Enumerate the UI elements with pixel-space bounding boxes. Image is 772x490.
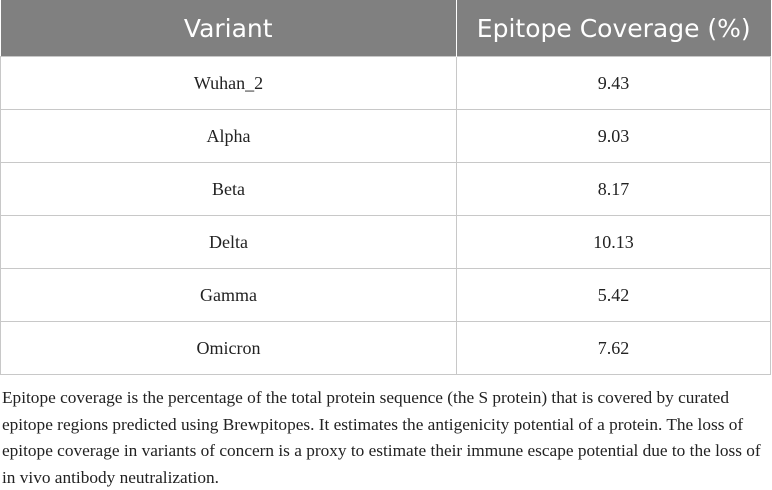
header-cell: Variant [0,0,457,57]
variant-cell: Wuhan_2 [0,56,457,110]
variant-cell: Delta [0,215,457,269]
table-row: Beta 8.17 [0,162,771,216]
table-row: Delta 10.13 [0,215,771,269]
table-row: Omicron 7.62 [0,321,771,375]
coverage-cell: 9.03 [456,109,771,163]
caption: Epitope coverage is the percentage of th… [2,388,761,487]
coverage-cell: 10.13 [456,215,771,269]
variant-cell: Beta [0,162,457,216]
coverage-cell: 9.43 [456,56,771,110]
data-table: Variant Epitope Coverage (%) Wuhan_2 9.43… [0,0,771,375]
coverage-cell: 7.62 [456,321,771,375]
variant-cell: Gamma [0,268,457,322]
header-cell: Epitope Coverage (%) [456,0,771,57]
table-row: Wuhan_2 9.43 [0,56,771,110]
coverage-cell: 5.42 [456,268,771,322]
variant-cell: Omicron [0,321,457,375]
coverage-cell: 8.17 [456,162,771,216]
table-body: Wuhan_2 9.43 Alpha 9.03 Beta 8.17 Delta 10.13 Ga… [0,56,771,375]
table-row: Gamma 5.42 [0,268,771,322]
table-row: Alpha 9.03 [0,109,771,163]
header-row: Variant Epitope Coverage (%) [0,0,771,57]
variant-cell: Alpha [0,109,457,163]
